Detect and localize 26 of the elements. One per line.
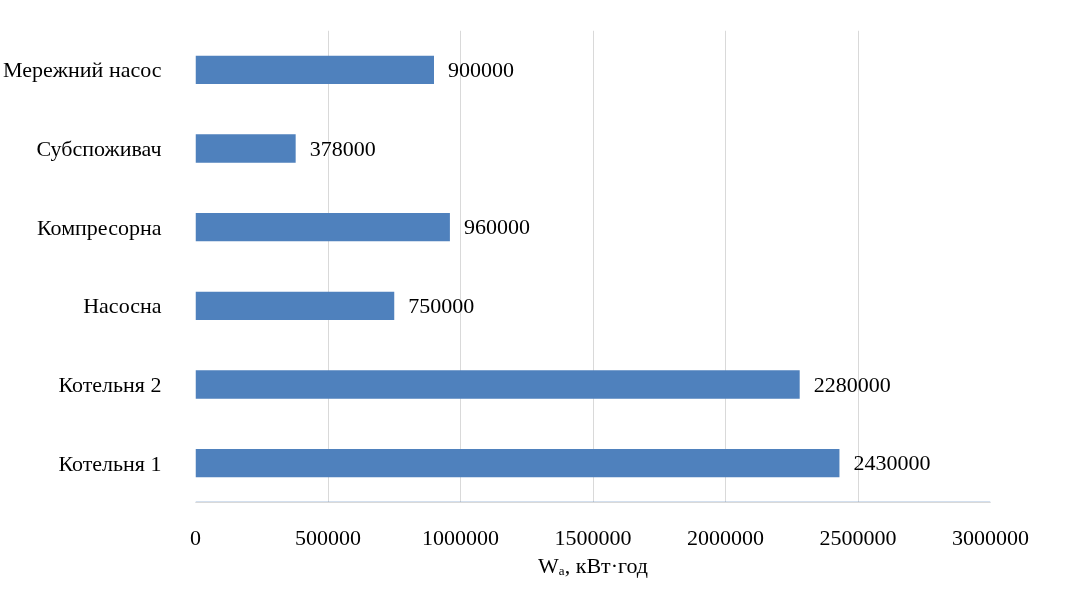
data-label: 2430000 [853, 450, 931, 476]
x-tick-label: 500000 [295, 524, 361, 550]
x-tick-label: 0 [190, 524, 201, 550]
bar [195, 370, 800, 399]
bar [195, 449, 840, 478]
y-tick-label: Мережний насос [3, 57, 162, 83]
x-tick-label: 3000000 [952, 524, 1029, 550]
x-tick-label: 2500000 [819, 524, 897, 550]
data-label: 900000 [448, 56, 514, 82]
bar [195, 55, 434, 84]
x-tick-label: 1500000 [554, 524, 632, 550]
x-tick-label: 1000000 [422, 524, 499, 550]
data-label: 960000 [463, 214, 530, 240]
x-tick-label: 2000000 [687, 524, 764, 550]
y-tick-label: Котельня 1 [58, 450, 162, 476]
data-label: 378000 [309, 135, 376, 161]
x-axis-title: Wₐ, кВт·год [537, 552, 649, 578]
y-tick-label: Котельня 2 [58, 372, 162, 397]
bar [195, 291, 395, 320]
y-tick-label: Компресорна [37, 214, 162, 240]
bar [195, 134, 296, 163]
data-label: 750000 [408, 292, 475, 318]
y-tick-label: Субспоживач [36, 136, 162, 161]
data-label: 2280000 [813, 371, 891, 397]
bar [195, 213, 450, 242]
y-tick-label: Насосна [83, 293, 162, 319]
